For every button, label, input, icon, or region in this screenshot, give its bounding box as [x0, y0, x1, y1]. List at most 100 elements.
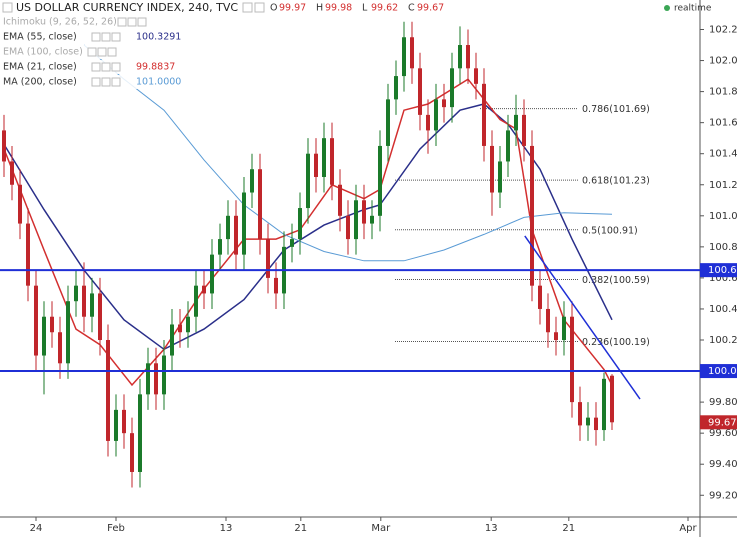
ohlc-label: H	[316, 3, 323, 14]
y-tick-label: 101.00	[709, 211, 737, 222]
x-tick-label: 24	[30, 523, 43, 534]
candle-body	[506, 130, 510, 162]
candle-body	[338, 184, 342, 216]
legend-icon[interactable]	[117, 17, 127, 27]
candle-body	[266, 239, 270, 278]
legend-box	[1, 60, 179, 74]
legend-name: EMA (100, close)	[3, 47, 83, 58]
ohlc-value: 99.98	[325, 3, 352, 14]
legend-icon[interactable]	[101, 32, 111, 42]
ohlc-value: 99.97	[279, 3, 306, 14]
legend-icon[interactable]	[107, 47, 117, 57]
y-tick-label: 100.20	[709, 335, 737, 346]
legend-icon[interactable]	[127, 17, 137, 27]
candle-body	[466, 45, 470, 69]
candle-body	[538, 285, 542, 309]
legend-icon[interactable]	[101, 62, 111, 72]
candle-body	[530, 145, 534, 286]
candle-body	[522, 114, 526, 146]
legend-icon[interactable]	[87, 47, 97, 57]
legend-icon[interactable]	[91, 62, 101, 72]
candle-body	[322, 138, 326, 177]
candle-body	[10, 161, 14, 185]
legend-icon[interactable]	[137, 17, 147, 27]
legend-icon[interactable]	[91, 77, 101, 87]
y-tick-label: 102.20	[709, 24, 737, 35]
legend-icon[interactable]	[111, 77, 121, 87]
ohlc-label: C	[408, 3, 415, 14]
x-tick-label: 21	[562, 523, 575, 534]
legend-icon[interactable]	[111, 62, 121, 72]
candle-body	[250, 169, 254, 193]
y-tick-label: 101.40	[709, 149, 737, 160]
y-tick-label: 100.60	[709, 273, 737, 284]
legend-value: 99.8837	[136, 62, 175, 73]
legend-box	[1, 15, 115, 29]
candle-body	[170, 324, 174, 356]
legend-box	[1, 45, 115, 59]
y-tick-label: 99.20	[709, 490, 737, 501]
hide-icon[interactable]	[254, 2, 265, 13]
price-box	[700, 263, 737, 278]
y-tick-label: 101.60	[709, 118, 737, 129]
candle-body	[450, 68, 454, 108]
legend-box	[1, 30, 179, 44]
legend-icon[interactable]	[101, 77, 111, 87]
candle-body	[298, 208, 302, 240]
fib-label: 0.236(100.19)	[582, 337, 650, 348]
candle-body	[218, 239, 222, 255]
candle-body	[498, 161, 502, 193]
candle-body	[130, 433, 134, 472]
candle-body	[18, 184, 22, 224]
symbol-title: US DOLLAR CURRENCY INDEX, 240, TVC	[16, 1, 238, 14]
x-tick-label: Apr	[679, 523, 697, 534]
header: US DOLLAR CURRENCY INDEX, 240, TVC	[2, 1, 265, 14]
candle-body	[74, 285, 78, 302]
y-tick-label: 99.60	[709, 428, 737, 439]
y-tick-label: 99.80	[709, 397, 737, 408]
candle-body	[570, 316, 574, 403]
candle-body	[186, 316, 190, 333]
candle-body	[514, 114, 518, 131]
legend-value: 100.3291	[136, 32, 181, 43]
candle-body	[314, 153, 318, 177]
candle-body	[154, 363, 158, 395]
price-box-label: 100.6	[708, 265, 737, 276]
candle-body	[258, 169, 262, 240]
candle-body	[554, 332, 558, 341]
candle-body	[146, 363, 150, 395]
candle-body	[434, 99, 438, 131]
candle-body	[370, 215, 374, 224]
y-tick-label: 101.20	[709, 180, 737, 191]
indicator-line	[3, 103, 613, 351]
fib-label: 0.5(100.91)	[582, 225, 638, 236]
legend-name: EMA (55, close)	[3, 32, 77, 43]
candle-body	[458, 45, 462, 69]
candle-body	[122, 409, 126, 434]
legend-icons: Ichimoku (9, 26, 52, 26) EMA (55, close) 1…	[1, 15, 181, 89]
ohlc-label: L	[362, 3, 368, 14]
y-tick-label: 99.40	[709, 459, 737, 470]
candle-body	[418, 68, 422, 115]
collapse-icon[interactable]	[2, 2, 13, 13]
price-box	[700, 364, 737, 379]
y-tick-label: 102.00	[709, 56, 737, 67]
candle-body	[162, 355, 166, 395]
candle-body	[34, 285, 38, 356]
candle-body	[426, 114, 430, 131]
candle-body	[346, 215, 350, 240]
candle-body	[290, 239, 294, 247]
legend-icon[interactable]	[111, 32, 121, 42]
legend-value: 101.0000	[136, 77, 181, 88]
candle-body	[330, 138, 334, 185]
candle-body	[194, 285, 198, 317]
candle-body	[410, 37, 414, 69]
legend-icon[interactable]	[97, 47, 107, 57]
legend-icon[interactable]	[91, 32, 101, 42]
candle-body	[306, 153, 310, 209]
y-tick-label: 100.80	[709, 242, 737, 253]
candle-body	[202, 285, 206, 294]
candle-body	[2, 130, 6, 162]
settings-icon[interactable]	[242, 2, 253, 13]
